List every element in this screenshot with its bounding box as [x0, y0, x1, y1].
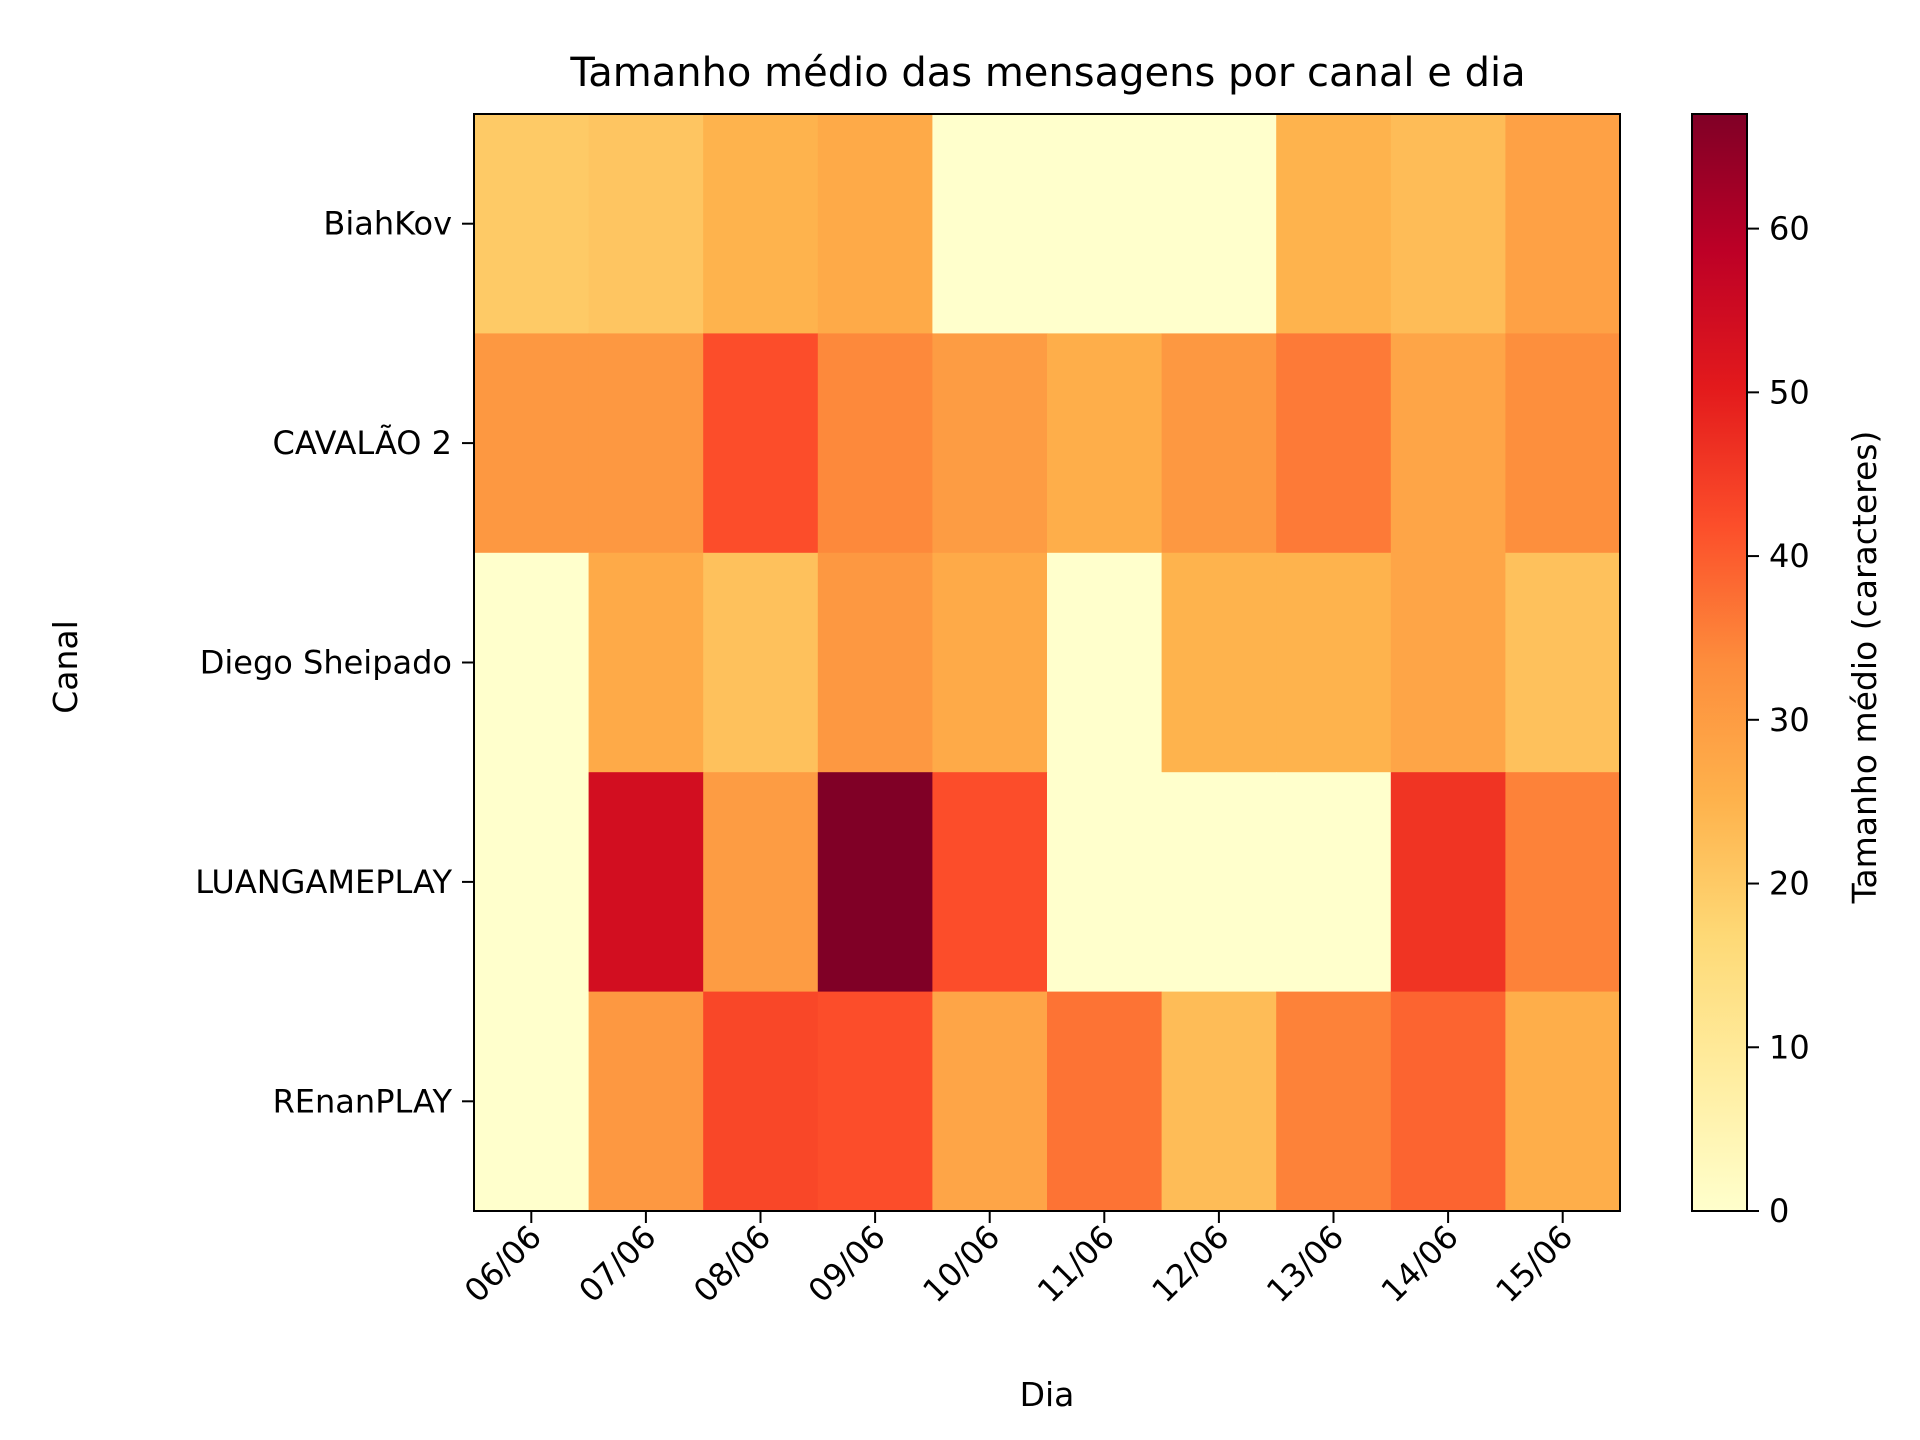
y-tick-label: Diego Sheipado: [200, 644, 452, 682]
colorbar-ticks: 0 10 20 30 40 50 60: [1747, 210, 1810, 1230]
heatmap-cell: [932, 114, 1048, 334]
colorbar-label: Tamanho médio (caracteres): [1845, 431, 1884, 905]
heatmap-cell: [1505, 333, 1621, 554]
x-tick-label: 14/06: [1374, 1218, 1466, 1310]
y-tick-label: REnanPLAY: [273, 1082, 453, 1120]
heatmap-cell: [588, 772, 704, 993]
y-tick-label: LUANGAMEPLAY: [195, 863, 452, 901]
heatmap-cell: [474, 772, 590, 993]
heatmap-cell: [932, 552, 1048, 773]
heatmap-cell: [817, 333, 933, 554]
x-tick-label: 07/06: [571, 1218, 663, 1310]
y-axis-ticks: BiahKov CAVALÃO 2 Diego Sheipado LUANGAMEPL…: [195, 205, 474, 1120]
x-tick-label: 12/06: [1144, 1218, 1236, 1310]
heatmap-cell: [1276, 333, 1392, 554]
heatmap-cell: [703, 114, 819, 334]
heatmap-cell: [703, 772, 819, 993]
heatmap-cell: [1047, 991, 1163, 1212]
heatmap-cell: [932, 772, 1048, 993]
heatmap-cell: [703, 333, 819, 554]
heatmap-cell: [1161, 772, 1277, 993]
heatmap-cell: [474, 991, 590, 1212]
heatmap-cell: [1161, 991, 1277, 1212]
x-tick-label: 08/06: [686, 1218, 778, 1310]
x-tick-label: 10/06: [915, 1218, 1007, 1310]
heatmap-cell: [817, 552, 933, 773]
y-tick-label: BiahKov: [323, 205, 452, 243]
heatmap-cell: [1390, 772, 1506, 993]
heatmap-cell: [588, 552, 704, 773]
heatmap-cell: [1276, 114, 1392, 334]
heatmap-cell: [1161, 333, 1277, 554]
y-axis-label: Canal: [46, 620, 85, 714]
heatmap-cell: [817, 114, 933, 334]
colorbar-tick-label: 50: [1769, 373, 1810, 411]
heatmap-cell: [1161, 114, 1277, 334]
heatmap-cell: [1047, 552, 1163, 773]
colorbar-tick-label: 60: [1769, 210, 1810, 248]
heatmap-cell: [817, 991, 933, 1212]
heatmap-cell: [932, 333, 1048, 554]
heatmap-cell: [588, 333, 704, 554]
heatmap-cell: [1276, 552, 1392, 773]
heatmap-cell: [703, 991, 819, 1212]
heatmap-cell: [1390, 114, 1506, 334]
colorbar-tick-label: 30: [1769, 701, 1810, 739]
heatmap-cell: [588, 114, 704, 334]
heatmap-cell: [1161, 552, 1277, 773]
heatmap-cell: [932, 991, 1048, 1212]
y-tick-label: CAVALÃO 2: [272, 424, 452, 462]
colorbar-tick-label: 0: [1769, 1192, 1789, 1230]
heatmap-cell: [474, 333, 590, 554]
heatmap-cell: [1276, 772, 1392, 993]
heatmap-cell: [1047, 772, 1163, 993]
heatmap-cell: [474, 552, 590, 773]
heatmap-cell: [1505, 772, 1621, 993]
heatmap-cell: [1505, 991, 1621, 1212]
x-tick-label: 06/06: [457, 1218, 549, 1310]
heatmap-cell: [474, 114, 590, 334]
colorbar: 0 10 20 30 40 50 60 Tamanho médio (caracteres): [1691, 113, 1884, 1230]
x-axis-label: Dia: [1020, 1375, 1075, 1414]
heatmap-cell: [588, 991, 704, 1212]
x-tick-label: 15/06: [1488, 1218, 1580, 1310]
colorbar-tick-label: 20: [1769, 865, 1810, 903]
heatmap-cell: [703, 552, 819, 773]
x-tick-label: 13/06: [1259, 1218, 1351, 1310]
colorbar-tick-label: 10: [1769, 1028, 1810, 1066]
heatmap-cell: [1047, 114, 1163, 334]
heatmap-cell: [1276, 991, 1392, 1212]
heatmap-cell: [1390, 552, 1506, 773]
heatmap-cell: [817, 772, 933, 993]
heatmap-cell: [1505, 552, 1621, 773]
heatmap-cell: [1047, 333, 1163, 554]
x-tick-label: 09/06: [801, 1218, 893, 1310]
colorbar-gradient: [1691, 113, 1748, 1212]
x-axis-ticks: 06/06 07/06 08/06 09/06 10/06 11/06 12/06 13/06…: [457, 1211, 1580, 1310]
heatmap-cell: [1390, 991, 1506, 1212]
x-tick-label: 11/06: [1030, 1218, 1122, 1310]
heatmap-cell: [1505, 114, 1621, 334]
heatmap-cell: [1390, 333, 1506, 554]
chart-title: Tamanho médio das mensagens por canal e …: [569, 50, 1525, 96]
colorbar-tick-label: 40: [1769, 537, 1810, 575]
heatmap-cells: [474, 114, 1621, 1212]
